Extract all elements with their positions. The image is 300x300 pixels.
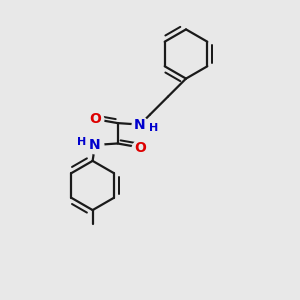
Text: O: O (89, 112, 101, 126)
Text: H: H (77, 137, 86, 147)
Text: N: N (89, 138, 101, 152)
Text: O: O (134, 141, 146, 155)
Text: N: N (134, 118, 146, 132)
Text: H: H (149, 123, 158, 133)
